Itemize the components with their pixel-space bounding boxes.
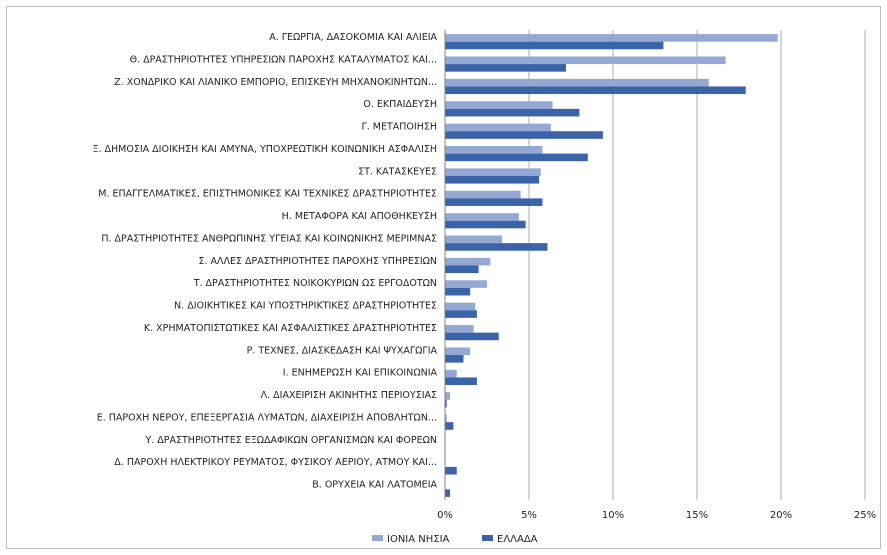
- bar-ionia-nisia: [445, 280, 487, 288]
- category-label: ΣΤ. ΚΑΤΑΣΚΕΥΕΣ: [358, 166, 437, 177]
- legend-label-ionia-nisia: ΙΟΝΙΑ ΝΗΣΙΑ: [387, 534, 450, 545]
- x-tick-label: 20%: [770, 510, 792, 521]
- bar-ellada: [445, 377, 477, 386]
- bar-ellada: [445, 466, 457, 475]
- bar-ellada: [445, 265, 479, 274]
- bar-ionia-nisia: [445, 257, 491, 266]
- category-label: Θ. ΔΡΑΣΤΗΡΙΟΤΗΤΕΣ ΥΠΗΡΕΣΙΩΝ ΠΑΡΟΧΗΣ ΚΑΤΑ…: [130, 54, 437, 65]
- category-label: Υ. ΔΡΑΣΤΗΡΙΟΤΗΤΕΣ ΕΞΩΔΑΦΙΚΩΝ ΟΡΓΑΝΙΣΜΩΝ …: [144, 435, 437, 446]
- legend-label-ellada: ΕΛΛΑΔΑ: [497, 534, 538, 545]
- category-label: Σ. ΑΛΛΕΣ ΔΡΑΣΤΗΡΙΟΤΗΤΕΣ ΠΑΡΟΧΗΣ ΥΠΗΡΕΣΙΩ…: [198, 256, 437, 267]
- category-label: Λ. ΔΙΑΧΕΙΡΙΣΗ ΑΚΙΝΗΤΗΣ ΠΕΡΙΟΥΣΙΑΣ: [261, 390, 437, 401]
- x-tick-label: 10%: [602, 510, 624, 521]
- bar-ellada: [445, 399, 447, 408]
- x-tick-label: 5%: [521, 510, 537, 521]
- category-label: Β. ΟΡΥΧΕΙΑ ΚΑΙ ΛΑΤΟΜΕΙΑ: [312, 480, 437, 491]
- bar-ionia-nisia: [445, 369, 457, 378]
- bar-ellada: [445, 422, 454, 430]
- category-label: Δ. ΠΑΡΟΧΗ ΗΛΕΚΤΡΙΚΟΥ ΡΕΥΜΑΤΟΣ, ΦΥΣΙΚΟΥ Α…: [114, 457, 437, 468]
- bar-ellada: [445, 310, 477, 318]
- category-label: Ο. ΕΚΠΑΙΔΕΥΣΗ: [363, 99, 437, 110]
- bar-ionia-nisia: [445, 414, 447, 423]
- bar-ionia-nisia: [445, 78, 709, 87]
- bar-ellada: [445, 332, 499, 341]
- bar-ionia-nisia: [445, 34, 778, 42]
- category-label: Κ. ΧΡΗΜΑΤΟΠΙΣΤΩΤΙΚΕΣ ΚΑΙ ΑΣΦΑΛΙΣΤΙΚΕΣ ΔΡ…: [144, 323, 437, 334]
- category-label: Π. ΔΡΑΣΤΗΡΙΟΤΗΤΕΣ ΑΝΘΡΩΠΙΝΗΣ ΥΓΕΙΑΣ ΚΑΙ …: [101, 233, 437, 244]
- category-label: Τ. ΔΡΑΣΤΗΡΙΟΤΗΤΕΣ ΝΟΙΚΟΚΥΡΙΩΝ ΩΣ ΕΡΓΟΔΟΤ…: [193, 278, 437, 289]
- category-label: Η. ΜΕΤΑΦΟΡΑ ΚΑΙ ΑΠΟΘΗΚΕΥΣΗ: [282, 211, 437, 222]
- bar-ellada: [445, 198, 543, 206]
- bar-ellada: [445, 86, 746, 95]
- bar-ellada: [445, 489, 451, 497]
- bar-ionia-nisia: [445, 325, 474, 333]
- category-label: Ε. ΠΑΡΟΧΗ ΝΕΡΟΥ, ΕΠΕΞΕΡΓΑΣΙΑ ΛΥΜΑΤΩΝ, ΔΙ…: [97, 412, 437, 423]
- category-label: Ρ. ΤΕΧΝΕΣ, ΔΙΑΣΚΕΔΑΣΗ ΚΑΙ ΨΥΧΑΓΩΓΙΑ: [247, 345, 438, 356]
- category-label: Γ. ΜΕΤΑΠΟΙΗΣΗ: [361, 122, 437, 133]
- bar-ionia-nisia: [445, 56, 726, 65]
- bar-ionia-nisia: [445, 168, 541, 176]
- bar-ellada: [445, 131, 603, 139]
- category-label: Ξ. ΔΗΜΟΣΙΑ ΔΙΟΙΚΗΣΗ ΚΑΙ ΑΜΥΝΑ, ΥΠΟΧΡΕΩΤΙ…: [92, 144, 437, 155]
- x-tick-label: 25%: [854, 510, 876, 521]
- bar-ellada: [445, 287, 471, 296]
- bar-ionia-nisia: [445, 145, 543, 154]
- bar-ellada: [445, 175, 540, 184]
- bar-ellada: [445, 41, 664, 50]
- x-tick-label: 15%: [686, 510, 708, 521]
- category-label: Ν. ΔΙΟΙΚΗΤΙΚΕΣ ΚΑΙ ΥΠΟΣΤΗΡΙΚΤΙΚΕΣ ΔΡΑΣΤΗ…: [174, 301, 437, 312]
- x-tick-label: 0%: [437, 510, 453, 521]
- chart-frame: [6, 6, 881, 549]
- category-label: Ζ. ΧΟΝΔΡΙΚΟ ΚΑΙ ΛΙΑΝΙΚΟ ΕΜΠΟΡΙΟ, ΕΠΙΣΚΕΥ…: [114, 77, 437, 88]
- bar-ellada: [445, 220, 526, 229]
- bar-ellada: [445, 64, 566, 72]
- category-label: Μ. ΕΠΑΓΓΕΛΜΑΤΙΚΕΣ, ΕΠΙΣΤΗΜΟΝΙΚΕΣ ΚΑΙ ΤΕΧ…: [98, 189, 437, 200]
- bar-ionia-nisia: [445, 392, 451, 400]
- bar-ellada: [445, 108, 580, 117]
- bar-ionia-nisia: [445, 347, 471, 356]
- bar-ellada: [445, 243, 548, 251]
- bar-ionia-nisia: [445, 302, 476, 311]
- legend-swatch-ellada: [482, 535, 493, 541]
- bar-ionia-nisia: [445, 235, 503, 244]
- bar-ionia-nisia: [445, 123, 551, 132]
- bar-ionia-nisia: [445, 190, 521, 199]
- category-label: Α. ΓΕΩΡΓΙΑ, ΔΑΣΟΚΟΜΙΑ ΚΑΙ ΑΛΙΕΙΑ: [269, 32, 437, 43]
- legend-swatch-ionia-nisia: [372, 535, 383, 541]
- bar-ionia-nisia: [445, 213, 519, 221]
- bar-ellada: [445, 355, 464, 363]
- bar-ionia-nisia: [445, 101, 553, 109]
- category-label: Ι. ΕΝΗΜΕΡΩΣΗ ΚΑΙ ΕΠΙΚΟΙΝΩΝΙΑ: [283, 368, 438, 379]
- bar-ellada: [445, 153, 588, 162]
